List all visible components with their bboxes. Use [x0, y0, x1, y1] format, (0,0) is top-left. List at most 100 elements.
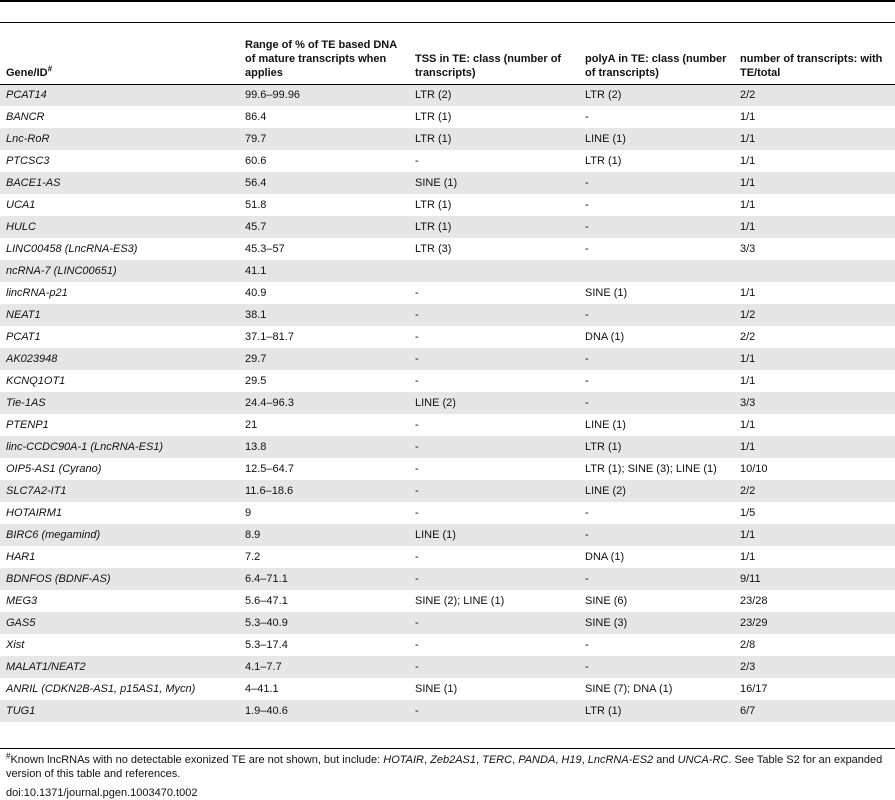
gene-cell: TUG1 [0, 700, 239, 722]
tss-cell: LTR (3) [415, 243, 452, 255]
table-row: PCAT14 99.6–99.96 LTR (2) LTR (2) 2/2 [0, 84, 895, 106]
tss-cell: - [409, 436, 579, 458]
range-cell: 7.2 [245, 551, 261, 563]
footnote-separator: , [476, 754, 483, 766]
count-cell: 1/1 [740, 551, 756, 563]
polya-cell: - [579, 568, 734, 590]
tss-cell: LINE (1) [409, 524, 579, 546]
footnote-separator: , [512, 754, 519, 766]
count-cell: 1/1 [734, 524, 895, 546]
gene-cell: UCA1 [6, 199, 36, 211]
tss-cell: - [415, 639, 419, 651]
polya-cell: LTR (1) [585, 155, 622, 167]
count-cell: 2/2 [734, 480, 895, 502]
gene-cell: HULC [0, 216, 239, 238]
tss-cell [409, 260, 579, 282]
header-gene-footnote-mark: # [47, 63, 53, 73]
tss-cell: SINE (1) [415, 683, 458, 695]
table-row: Lnc-RoR 79.7 LTR (1) LINE (1) 1/1 [0, 128, 895, 150]
polya-cell: DNA (1) [585, 331, 625, 343]
polya-cell: - [579, 348, 734, 370]
polya-cell [579, 260, 734, 282]
footnote-separator: , [555, 754, 562, 766]
gene-cell: Tie-1AS [0, 392, 239, 414]
polya-cell: LTR (1) [579, 700, 734, 722]
count-cell: 3/3 [734, 392, 895, 414]
table-row: KCNQ1OT1 29.5 - - 1/1 [0, 370, 895, 392]
table-row: BACE1-AS 56.4 SINE (1) -1/1 [0, 172, 895, 194]
header-count: number of transcripts: with TE/total [734, 23, 895, 85]
gene-cell: NEAT1 [0, 304, 239, 326]
range-cell: 45.3–57 [245, 243, 285, 255]
range-cell: 45.7 [239, 216, 409, 238]
polya-cell: - [585, 199, 589, 211]
count-cell: 2/3 [734, 656, 895, 678]
polya-cell: SINE (6) [585, 595, 628, 607]
count-cell: 2/2 [740, 331, 756, 343]
polya-cell: LTR (1); SINE (3); LINE (1) [585, 463, 717, 475]
count-cell: 1/1 [740, 111, 756, 123]
range-cell: 13.8 [239, 436, 409, 458]
header-polya: polyA in TE: class (number of transcript… [579, 23, 734, 85]
range-cell: 11.6–18.6 [239, 480, 409, 502]
footnote-gene-list: HOTAIR, Zeb2AS1, TERC, PANDA, H19, LncRN… [383, 754, 653, 766]
tss-cell: - [415, 419, 419, 431]
polya-cell: - [585, 243, 589, 255]
range-cell: 5.3–17.4 [245, 639, 288, 651]
gene-cell: HOTAIRM1 [6, 507, 63, 519]
count-cell: 1/1 [734, 128, 895, 150]
top-rule [0, 0, 895, 2]
table-row: MALAT1/NEAT2 4.1–7.7- -2/3 [0, 656, 895, 678]
tss-cell: - [409, 348, 579, 370]
footnote-gene: PANDA [518, 754, 556, 766]
gene-cell: PCAT1 [6, 331, 41, 343]
table-row: SLC7A2-IT1 11.6–18.6- LINE (2) 2/2 [0, 480, 895, 502]
range-cell: 86.4 [245, 111, 267, 123]
count-cell: 1/1 [740, 419, 756, 431]
count-cell: 9/11 [734, 568, 895, 590]
footnote-tail: . See Table S2 for an expanded version o… [6, 754, 883, 780]
count-cell: 1/1 [740, 155, 756, 167]
count-cell: 2/8 [740, 639, 756, 651]
footnote-gene: H19 [561, 754, 582, 766]
polya-cell: - [579, 304, 734, 326]
range-cell: 51.8 [245, 199, 267, 211]
gene-cell: PCAT14 [0, 84, 239, 106]
range-cell: 9 [245, 507, 252, 519]
table-row: ANRIL (CDKN2B-AS1, p15AS1, Mycn) 4–41.1 SI… [0, 678, 895, 700]
tss-cell: - [415, 375, 419, 387]
tss-cell: - [409, 656, 579, 678]
tss-cell: - [415, 507, 419, 519]
polya-cell: LINE (1) [579, 128, 734, 150]
tss-cell: - [415, 331, 419, 343]
tss-cell: - [415, 551, 419, 563]
table-header-row: Gene/ID# Range of % of TE based DNA of m… [0, 23, 895, 85]
range-cell: 29.7 [239, 348, 409, 370]
range-cell: 41.1 [239, 260, 409, 282]
count-cell: 1/1 [734, 216, 895, 238]
table-footnote: #Known lncRNAs with no detectable exoniz… [6, 752, 889, 781]
table-row: PTENP1 21 - LINE (1) 1/1 [0, 414, 895, 436]
tss-cell: LTR (2) [409, 84, 579, 106]
range-cell: 5.6–47.1 [245, 595, 288, 607]
polya-cell: - [579, 524, 734, 546]
table-row: GAS5 5.3–40.9- SINE (3) 23/29 [0, 612, 895, 634]
table-row: BIRC6 (megamind) 8.9 LINE (1) -1/1 [0, 524, 895, 546]
gene-cell: BIRC6 (megamind) [0, 524, 239, 546]
footnote-gene: Zeb2AS1 [430, 754, 476, 766]
gene-cell: ANRIL (CDKN2B-AS1, p15AS1, Mycn) [6, 683, 196, 695]
tss-cell: - [409, 568, 579, 590]
tss-cell: LTR (1) [409, 216, 579, 238]
polya-cell: LINE (2) [579, 480, 734, 502]
footnote-intro: Known lncRNAs with no detectable exonize… [10, 754, 384, 766]
range-cell: 4.1–7.7 [239, 656, 409, 678]
tss-cell: - [409, 304, 579, 326]
table-row: Xist 5.3–17.4 - - 2/8 [0, 634, 895, 656]
count-cell: 6/7 [734, 700, 895, 722]
gene-cell: lincRNA-p21 [6, 287, 68, 299]
gene-cell: PTCSC3 [6, 155, 50, 167]
gene-cell: BDNFOS (BDNF-AS) [0, 568, 239, 590]
gene-cell: AK023948 [0, 348, 239, 370]
table-row: BANCR 86.4 LTR (1) - 1/1 [0, 106, 895, 128]
table-row: TUG1 1.9–40.6- LTR (1) 6/7 [0, 700, 895, 722]
